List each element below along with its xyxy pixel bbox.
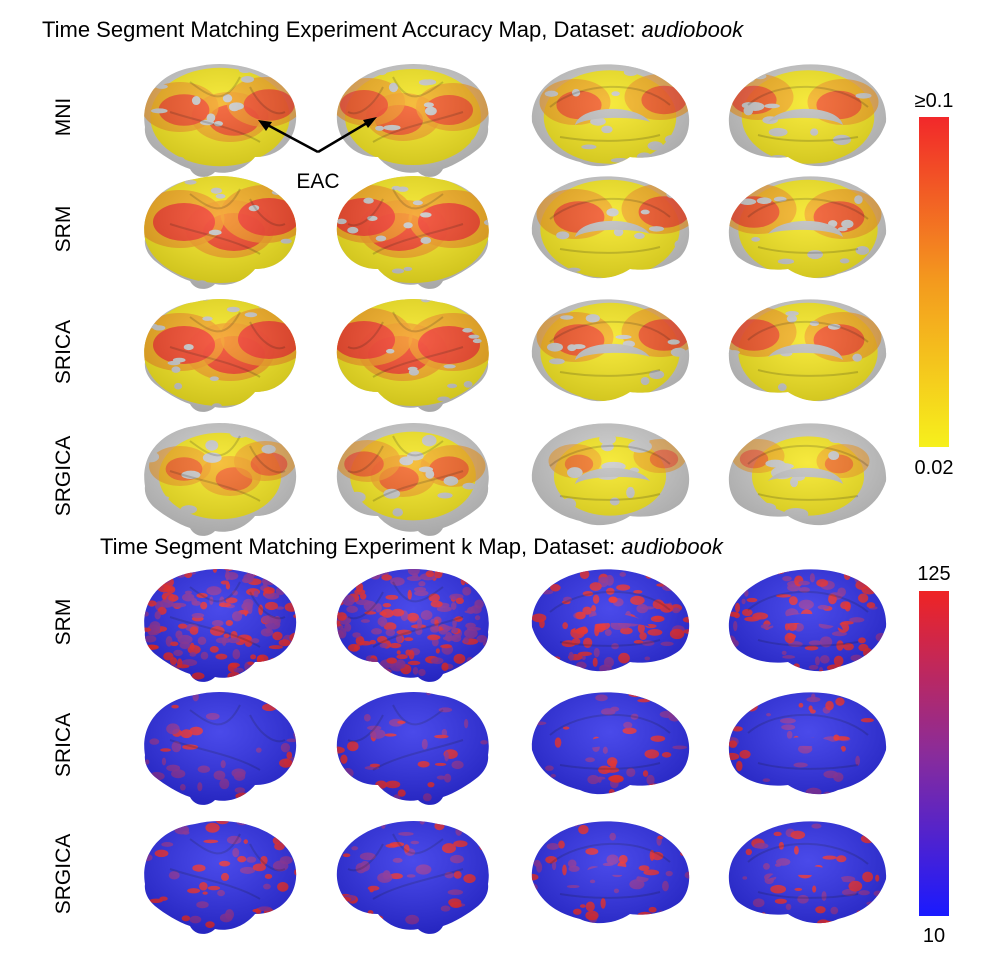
brain-surface-right-lateral [336,820,489,934]
accuracy-colorbar-min-label: 0.02 [915,457,954,479]
brain-surface-left-medial [531,64,690,167]
brain-surface-right-lateral [336,422,489,536]
accuracy-colorbar-max-label: ≥0.1 [915,90,954,112]
brain-surface-right-lateral [336,298,489,412]
brain-surface-right-medial [728,176,887,279]
brain-surface-right-lateral [336,175,489,289]
brain-surface-left-medial [531,569,690,672]
k-colorbar-gradient [919,591,949,916]
brain-surface-left-lateral [144,691,297,805]
brain-surface-right-lateral [336,691,489,805]
k-colorbar-max-label: 125 [917,563,950,585]
brain-surface-left-medial [531,692,690,795]
k-colorbar-min-label: 10 [923,925,945,947]
brain-surface-left-lateral [144,422,297,536]
brain-surface-left-medial [531,176,690,279]
brain-surface-left-medial [531,423,690,526]
brain-surface-left-lateral [144,820,297,934]
k-colorbar: 125 10 [917,563,950,947]
brain-surface-left-lateral [144,568,297,682]
brain-surface-left-lateral [144,63,297,177]
row-label-k-srica: SRICA [52,713,75,777]
brain-surface-right-lateral [336,568,489,682]
brain-map-grid [144,63,887,934]
brain-surface-right-medial [728,569,887,672]
eac-label: EAC [296,170,339,193]
brain-surface-left-lateral [144,298,297,412]
brain-surface-right-medial [728,64,887,167]
accuracy-colorbar: ≥0.1 0.02 [915,90,954,479]
brain-surface-left-medial [531,821,690,924]
brain-surface-right-medial [728,423,887,526]
k-map-title: Time Segment Matching Experiment k Map, … [100,534,724,559]
brain-surface-right-medial [728,299,887,402]
row-label-srm: SRM [52,206,75,253]
brain-surface-left-lateral [144,175,297,289]
row-label-srgica: SRGICA [52,436,75,517]
row-label-mni: MNI [52,98,75,137]
row-label-srica: SRICA [52,320,75,384]
brain-surface-left-medial [531,299,690,402]
row-label-k-srm: SRM [52,599,75,646]
row-label-k-srgica: SRGICA [52,834,75,915]
accuracy-map-title: Time Segment Matching Experiment Accurac… [42,17,744,42]
eac-annotation: EAC [258,117,377,193]
brain-surface-right-lateral [336,63,489,177]
brain-surface-right-medial [728,692,887,795]
accuracy-colorbar-gradient [919,117,949,447]
brain-surface-right-medial [728,821,887,924]
